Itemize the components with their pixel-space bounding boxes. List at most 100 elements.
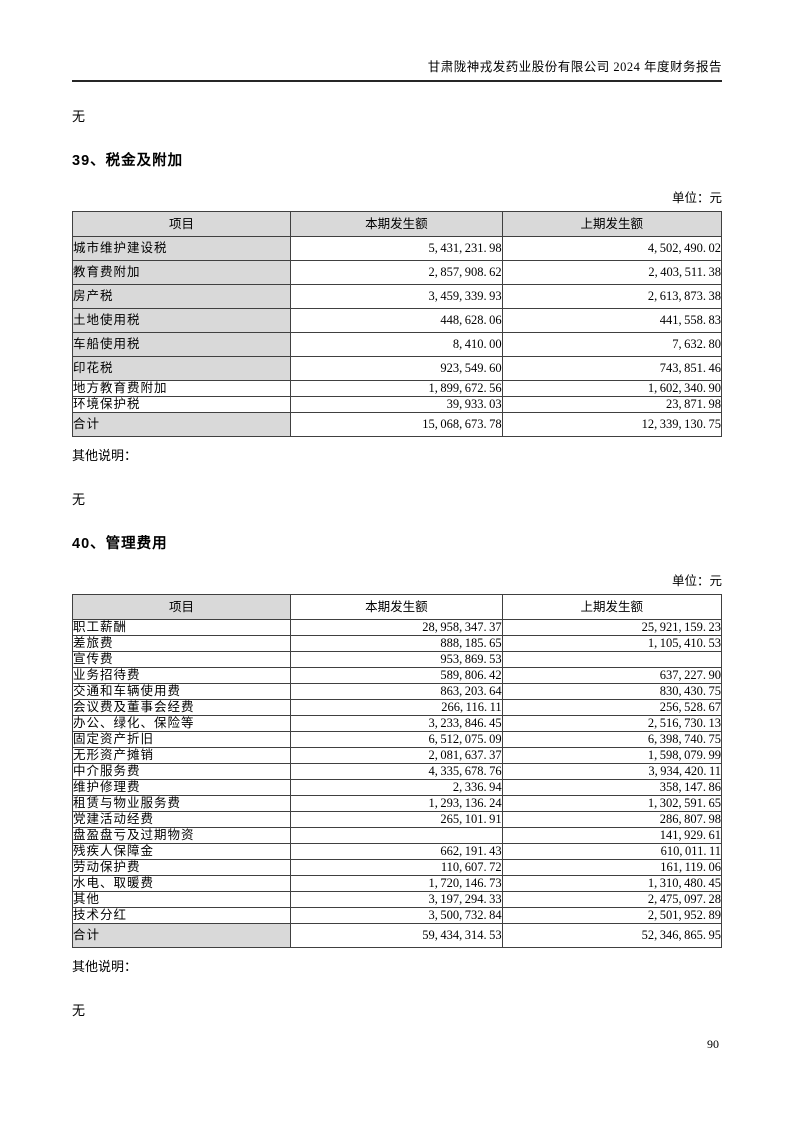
current-period-amount: 863, 203. 64 — [290, 683, 503, 700]
prior-period-amount: 286, 807. 98 — [501, 811, 723, 828]
row-label: 党建活动经费 — [71, 811, 292, 828]
row-label: 水电、取暖费 — [71, 875, 292, 892]
prior-period-amount: 6, 398, 740. 75 — [501, 731, 723, 748]
table-row: 房产税 3, 459, 339. 93 2, 613, 873. 38 — [71, 284, 723, 309]
column-header: 本期发生额 — [290, 594, 503, 620]
prior-period-amount: 1, 602, 340. 90 — [501, 380, 723, 397]
table-row: 车船使用税 8, 410. 00 7, 632. 80 — [71, 332, 723, 357]
table-row: 维护修理费 2, 336. 94 358, 147. 86 — [71, 779, 723, 796]
table-row: 职工薪酬 28, 958, 347. 37 25, 921, 159. 23 — [71, 619, 723, 636]
current-period-amount: 5, 431, 231. 98 — [290, 236, 503, 261]
table-row: 城市维护建设税 5, 431, 231. 98 4, 502, 490. 02 — [71, 236, 723, 261]
prior-period-amount: 3, 934, 420. 11 — [501, 763, 723, 780]
table-row: 残疾人保障金 662, 191. 43 610, 011. 11 — [71, 843, 723, 860]
prior-period-amount: 2, 475, 097. 28 — [501, 891, 723, 908]
row-label: 其他 — [71, 891, 292, 908]
other-note-value: 无 — [72, 492, 86, 507]
current-period-amount: 888, 185. 65 — [290, 635, 503, 652]
pre-note: 无 — [72, 109, 86, 124]
row-label: 业务招待费 — [71, 667, 292, 684]
prior-period-amount — [501, 651, 723, 668]
current-period-amount: 3, 459, 339. 93 — [290, 284, 503, 309]
other-note-value: 无 — [72, 1003, 86, 1018]
prior-period-amount: 1, 302, 591. 65 — [501, 795, 723, 812]
current-period-amount: 6, 512, 075. 09 — [290, 731, 503, 748]
table-row: 党建活动经费 265, 101. 91 286, 807. 98 — [71, 811, 723, 828]
prior-period-amount: 52, 346, 865. 95 — [501, 923, 723, 948]
row-label: 合计 — [71, 923, 292, 948]
row-label: 盘盈盘亏及过期物资 — [71, 827, 292, 844]
current-period-amount: 8, 410. 00 — [290, 332, 503, 357]
current-period-amount: 265, 101. 91 — [290, 811, 503, 828]
prior-period-amount: 1, 598, 079. 99 — [501, 747, 723, 764]
current-period-amount: 589, 806. 42 — [290, 667, 503, 684]
prior-period-amount: 141, 929. 61 — [501, 827, 723, 844]
current-period-amount: 28, 958, 347. 37 — [290, 619, 503, 636]
row-label: 维护修理费 — [71, 779, 292, 796]
prior-period-amount: 23, 871. 98 — [501, 396, 723, 413]
other-note-label: 其他说明： — [72, 448, 138, 463]
current-period-amount: 59, 434, 314. 53 — [290, 923, 503, 948]
row-label: 城市维护建设税 — [71, 236, 292, 261]
current-period-amount: 2, 336. 94 — [290, 779, 503, 796]
prior-period-amount: 743, 851. 46 — [501, 356, 723, 381]
prior-period-amount: 256, 528. 67 — [501, 699, 723, 716]
prior-period-amount: 25, 921, 159. 23 — [501, 619, 723, 636]
table-row: 水电、取暖费 1, 720, 146. 73 1, 310, 480. 45 — [71, 875, 723, 892]
current-period-amount: 110, 607. 72 — [290, 859, 503, 876]
table-row: 土地使用税 448, 628. 06 441, 558. 83 — [71, 308, 723, 333]
table-row: 盘盈盘亏及过期物资 141, 929. 61 — [71, 827, 723, 844]
table-row: 教育费附加 2, 857, 908. 62 2, 403, 511. 38 — [71, 260, 723, 285]
table-row: 差旅费 888, 185. 65 1, 105, 410. 53 — [71, 635, 723, 652]
column-header: 本期发生额 — [290, 211, 503, 237]
table-row: 宣传费 953, 869. 53 — [71, 651, 723, 668]
current-period-amount: 953, 869. 53 — [290, 651, 503, 668]
row-label: 租赁与物业服务费 — [71, 795, 292, 812]
current-period-amount: 662, 191. 43 — [290, 843, 503, 860]
current-period-amount: 3, 197, 294. 33 — [290, 891, 503, 908]
prior-period-amount: 1, 310, 480. 45 — [501, 875, 723, 892]
row-label: 地方教育费附加 — [71, 380, 292, 397]
current-period-amount: 2, 081, 637. 37 — [290, 747, 503, 764]
table-row: 无形资产摊销 2, 081, 637. 37 1, 598, 079. 99 — [71, 747, 723, 764]
row-label: 办公、绿化、保险等 — [71, 715, 292, 732]
table-row: 其他 3, 197, 294. 33 2, 475, 097. 28 — [71, 891, 723, 908]
table-row: 劳动保护费 110, 607. 72 161, 119. 06 — [71, 859, 723, 876]
row-label: 交通和车辆使用费 — [71, 683, 292, 700]
table-row: 交通和车辆使用费 863, 203. 64 830, 430. 75 — [71, 683, 723, 700]
row-label: 职工薪酬 — [71, 619, 292, 636]
table-row: 印花税 923, 549. 60 743, 851. 46 — [71, 356, 723, 381]
current-period-amount: 2, 857, 908. 62 — [290, 260, 503, 285]
table-header-row: 项目 本期发生额 上期发生额 — [71, 594, 723, 620]
row-label: 房产税 — [71, 284, 292, 309]
prior-period-amount: 830, 430. 75 — [501, 683, 723, 700]
prior-period-amount: 2, 403, 511. 38 — [501, 260, 723, 285]
current-period-amount: 1, 899, 672. 56 — [290, 380, 503, 397]
admin-expenses-table: 项目 本期发生额 上期发生额 职工薪酬 28, 958, 347. 37 25, 921… — [71, 594, 723, 948]
table-row: 会议费及董事会经费 266, 116. 11 256, 528. 67 — [71, 699, 723, 716]
current-period-amount: 1, 293, 136. 24 — [290, 795, 503, 812]
table-row: 地方教育费附加 1, 899, 672. 56 1, 602, 340. 90 — [71, 380, 723, 397]
prior-period-amount: 637, 227. 90 — [501, 667, 723, 684]
table-header-row: 项目 本期发生额 上期发生额 — [71, 211, 723, 237]
table-row: 技术分红 3, 500, 732. 84 2, 501, 952. 89 — [71, 907, 723, 924]
row-label: 宣传费 — [71, 651, 292, 668]
prior-period-amount: 358, 147. 86 — [501, 779, 723, 796]
prior-period-amount: 2, 613, 873. 38 — [501, 284, 723, 309]
table-row: 合计 15, 068, 673. 78 12, 339, 130. 75 — [71, 412, 723, 437]
current-period-amount: 266, 116. 11 — [290, 699, 503, 716]
table-row: 合计 59, 434, 314. 53 52, 346, 865. 95 — [71, 923, 723, 948]
current-period-amount: 15, 068, 673. 78 — [290, 412, 503, 437]
prior-period-amount: 7, 632. 80 — [501, 332, 723, 357]
column-header: 项目 — [71, 594, 292, 620]
column-header: 上期发生额 — [501, 211, 723, 237]
row-label: 中介服务费 — [71, 763, 292, 780]
other-note-label: 其他说明： — [72, 959, 138, 974]
prior-period-amount: 2, 501, 952. 89 — [501, 907, 723, 924]
row-label: 印花税 — [71, 356, 292, 381]
prior-period-amount: 161, 119. 06 — [501, 859, 723, 876]
row-label: 合计 — [71, 412, 292, 437]
row-label: 教育费附加 — [71, 260, 292, 285]
table-row: 中介服务费 4, 335, 678. 76 3, 934, 420. 11 — [71, 763, 723, 780]
